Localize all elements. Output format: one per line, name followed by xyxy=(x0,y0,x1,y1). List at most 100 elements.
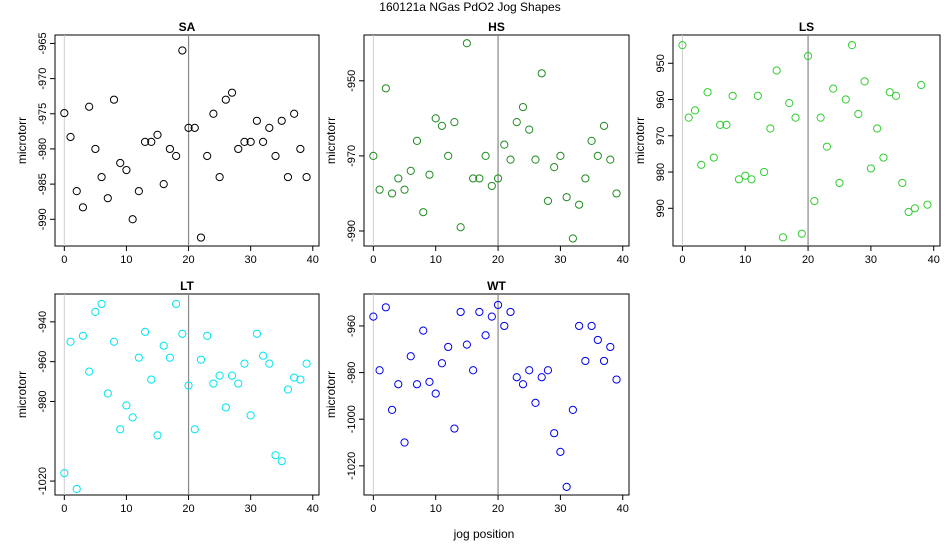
y-tick-label: -950 xyxy=(346,70,358,92)
data-point xyxy=(412,136,422,145)
y-tick-label: -1000 xyxy=(346,405,358,433)
data-point xyxy=(134,353,143,362)
data-point xyxy=(122,401,131,410)
data-point xyxy=(400,438,409,447)
panel-title: LS xyxy=(799,20,814,34)
y-axis-label: microtorr xyxy=(324,117,338,164)
data-point xyxy=(568,405,577,414)
data-point xyxy=(575,321,584,331)
panel-4: WT 0 10 20 30 40 -960 -980 -1000 -1020 microtorr xyxy=(324,279,630,515)
data-point xyxy=(703,88,712,97)
data-point xyxy=(581,356,590,366)
data-point xyxy=(369,312,378,321)
data-point xyxy=(221,403,230,412)
x-tick-label: 30 xyxy=(554,254,566,266)
data-point xyxy=(184,381,193,390)
y-axis-label: microtorr xyxy=(15,371,29,418)
data-point xyxy=(556,447,565,456)
data-point xyxy=(829,84,838,93)
plot-frame xyxy=(363,293,630,496)
data-point xyxy=(575,200,584,209)
data-point xyxy=(165,353,175,362)
x-tick-label: 40 xyxy=(928,254,940,266)
data-point xyxy=(375,185,384,194)
data-point xyxy=(240,137,249,147)
data-point xyxy=(209,379,218,388)
data-point xyxy=(283,385,293,394)
panel-3: LT 0 10 20 30 40 -940 -960 -980 -1020 microtorr xyxy=(15,279,320,515)
data-point xyxy=(487,312,496,321)
data-point xyxy=(562,193,571,202)
data-point xyxy=(898,178,907,188)
data-point xyxy=(134,187,143,196)
data-point xyxy=(271,451,280,460)
figure-xlabel: jog position xyxy=(453,527,515,541)
x-tick-label: 0 xyxy=(61,254,67,266)
data-point xyxy=(91,307,100,317)
x-tick-label: 40 xyxy=(617,254,629,266)
data-point xyxy=(283,172,293,182)
y-tick-label: -990 xyxy=(346,220,358,242)
data-point xyxy=(599,356,609,366)
data-point xyxy=(72,484,81,494)
data-point xyxy=(810,196,819,206)
data-point xyxy=(91,144,100,154)
x-tick-label: 0 xyxy=(370,254,376,266)
data-point xyxy=(500,140,509,149)
x-tick-label: 0 xyxy=(61,503,67,515)
panels: SA 0 10 20 30 40 -965 -970 -975 -980 -985 -990 micro… xyxy=(15,20,941,515)
data-point xyxy=(481,331,490,340)
x-tick-label: 20 xyxy=(182,254,194,266)
data-point xyxy=(923,200,932,209)
data-point xyxy=(375,366,384,375)
data-point xyxy=(103,389,112,398)
y-axis-label: microtorr xyxy=(324,371,338,418)
data-point xyxy=(302,359,311,368)
data-point xyxy=(97,172,106,182)
data-point xyxy=(406,352,415,361)
panel-title: HS xyxy=(488,20,505,34)
x-tick-label: 20 xyxy=(802,254,814,266)
data-point xyxy=(450,118,459,127)
data-point xyxy=(500,321,509,331)
x-tick-label: 10 xyxy=(120,254,132,266)
data-point xyxy=(778,233,788,242)
y-tick-label: -980 xyxy=(37,390,49,412)
data-point xyxy=(381,84,390,93)
data-point xyxy=(917,80,926,90)
data-point xyxy=(128,413,137,422)
data-point xyxy=(747,175,756,184)
data-point xyxy=(493,300,503,310)
y-tick-label: -965 xyxy=(37,32,49,54)
data-point xyxy=(400,185,409,194)
data-point xyxy=(462,39,471,48)
data-point xyxy=(140,137,150,147)
data-point xyxy=(854,109,863,119)
data-point xyxy=(456,307,465,317)
data-point xyxy=(885,88,894,97)
plot-frame xyxy=(363,34,630,247)
y-tick-label: -970 xyxy=(37,68,49,90)
y-axis-label: microtorr xyxy=(15,117,29,164)
panel-title: SA xyxy=(179,20,196,34)
data-point xyxy=(122,165,131,175)
data-point xyxy=(512,373,521,382)
x-tick-label: 30 xyxy=(554,503,566,515)
data-point xyxy=(85,102,94,111)
data-point xyxy=(178,46,187,55)
data-point xyxy=(556,151,565,160)
data-point xyxy=(785,99,794,108)
data-point xyxy=(246,137,255,147)
data-point xyxy=(581,174,590,183)
data-point xyxy=(196,233,206,242)
x-tick-label: 40 xyxy=(307,254,319,266)
x-tick-label: 20 xyxy=(182,503,194,515)
data-point xyxy=(450,424,459,433)
data-point xyxy=(209,109,218,118)
data-point xyxy=(425,377,434,387)
data-point xyxy=(78,331,88,340)
data-point xyxy=(531,155,540,164)
y-tick-label: -975 xyxy=(37,103,49,125)
data-point xyxy=(481,151,490,160)
